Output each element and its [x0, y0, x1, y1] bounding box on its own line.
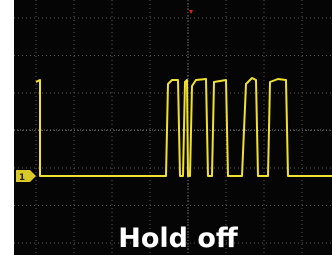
- scope-screen: [14, 0, 332, 255]
- channel-marker-label: 1: [19, 173, 25, 183]
- caption: Hold off: [118, 223, 239, 254]
- scope-screenshot: 1 Hold off: [0, 0, 332, 255]
